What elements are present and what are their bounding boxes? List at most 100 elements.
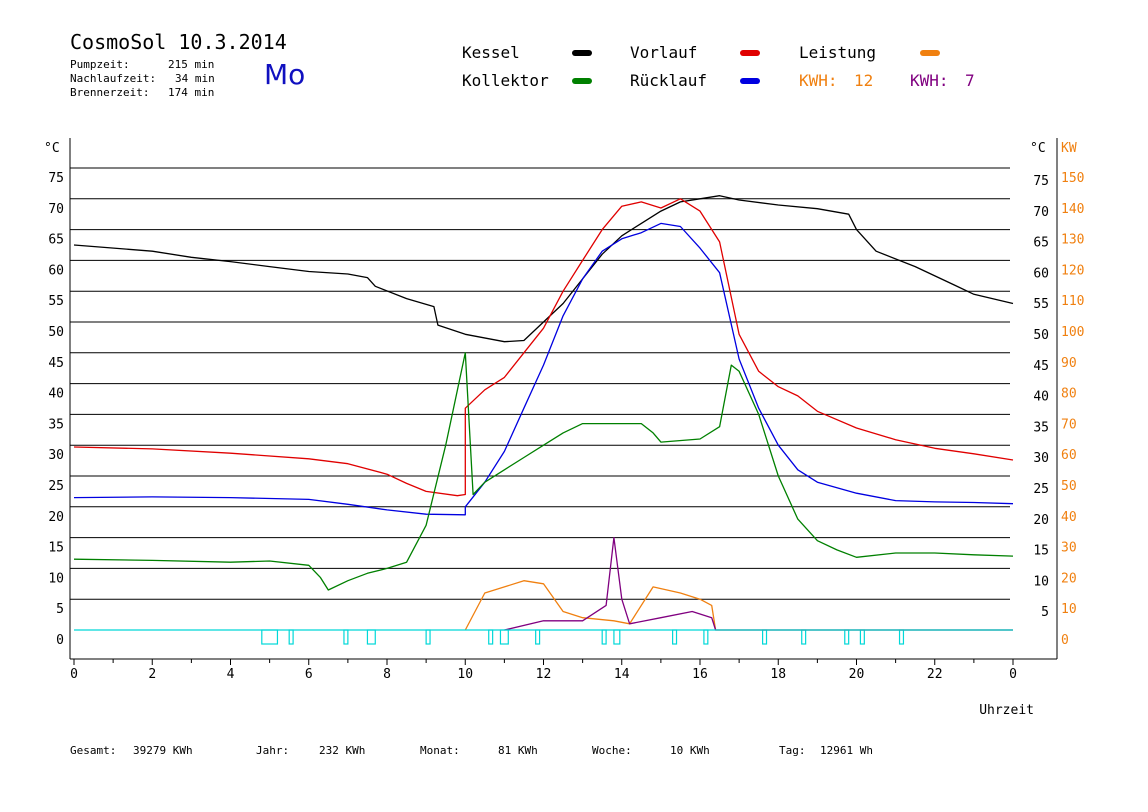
kwh-value-1: 12 bbox=[854, 71, 874, 90]
y-tick-label-right: 70 bbox=[1033, 205, 1049, 220]
temperature-chart: °C °C KW0510152025303540455055606570755101… bbox=[44, 138, 1084, 718]
stat-nachlaufzeit-value: 34 min bbox=[175, 72, 215, 85]
y-tick-label-right: 25 bbox=[1033, 482, 1049, 497]
kw-tick-label: 10 bbox=[1061, 602, 1077, 617]
kw-tick-label: 150 bbox=[1061, 171, 1084, 186]
y-tick-label-right: 50 bbox=[1033, 328, 1049, 343]
kw-tick-label: 120 bbox=[1061, 263, 1084, 278]
x-tick-label: 6 bbox=[305, 667, 313, 682]
y-unit-left: °C bbox=[44, 141, 60, 156]
series-line-r-cklauf bbox=[73, 222, 1014, 516]
pump-block bbox=[499, 629, 509, 645]
y-tick-label: 25 bbox=[48, 479, 64, 494]
legend-label-kollektor: Kollektor bbox=[462, 71, 549, 90]
pump-block bbox=[703, 629, 709, 645]
pump-block bbox=[761, 629, 768, 645]
legend-swatch-kessel bbox=[572, 50, 592, 56]
series-line-leistung bbox=[464, 580, 1013, 631]
pump-block bbox=[898, 629, 905, 645]
legend-swatch-vorlauf bbox=[740, 50, 760, 56]
x-tick-label: 22 bbox=[927, 667, 943, 682]
y-tick-label: 50 bbox=[48, 325, 64, 340]
x-tick-label: 8 bbox=[383, 667, 391, 682]
legend-label-vorlauf: Vorlauf bbox=[630, 43, 698, 62]
y-tick-label-right: 45 bbox=[1033, 359, 1049, 374]
kw-tick-label: 110 bbox=[1061, 294, 1084, 309]
pump-block bbox=[261, 629, 279, 645]
kw-tick-label: 20 bbox=[1061, 571, 1077, 586]
series-line-kessel bbox=[73, 195, 1014, 343]
kw-tick-label: 70 bbox=[1061, 417, 1077, 432]
y-tick-label: 10 bbox=[48, 571, 64, 586]
kw-tick-label: 130 bbox=[1061, 233, 1084, 248]
y-tick-label: 75 bbox=[48, 171, 64, 186]
y-tick-label-right: 10 bbox=[1033, 574, 1049, 589]
y-tick-label: 60 bbox=[48, 263, 64, 278]
legend-swatch-leistung bbox=[920, 50, 940, 56]
y-tick-label: 40 bbox=[48, 387, 64, 402]
pump-block bbox=[672, 629, 678, 645]
pump-block bbox=[601, 629, 607, 645]
y-tick-label-right: 60 bbox=[1033, 266, 1049, 281]
y-tick-label: 35 bbox=[48, 417, 64, 432]
legend-label-leistung: Leistung bbox=[799, 43, 877, 62]
footer-tag-label: Tag: bbox=[779, 744, 806, 757]
stat-brennerzeit-label: Brennerzeit: bbox=[70, 86, 150, 99]
legend-swatch-kollektor bbox=[572, 78, 592, 84]
y-tick-label-right: 30 bbox=[1033, 451, 1049, 466]
series-line-vorlauf bbox=[73, 198, 1014, 497]
kw-tick-label: 140 bbox=[1061, 202, 1084, 217]
pump-block bbox=[801, 629, 807, 645]
footer-gesamt-label: Gesamt: bbox=[70, 744, 117, 757]
footer-tag-value: 12961 Wh bbox=[820, 744, 873, 757]
stat-pumpzeit-value: 215 min bbox=[168, 58, 215, 71]
kw-tick-label: 60 bbox=[1061, 448, 1077, 463]
y-tick-label-right: 65 bbox=[1033, 236, 1049, 251]
y-tick-label: 65 bbox=[48, 233, 64, 248]
kwh-value-2: 7 bbox=[965, 71, 975, 90]
y-tick-label-right: 40 bbox=[1033, 390, 1049, 405]
legend-swatch-ruecklauf bbox=[740, 78, 760, 84]
y-tick-label: 30 bbox=[48, 448, 64, 463]
pump-block bbox=[343, 629, 349, 645]
footer-woche-label: Woche: bbox=[592, 744, 632, 757]
x-tick-label: 14 bbox=[614, 667, 630, 682]
x-tick-label: 16 bbox=[692, 667, 708, 682]
legend-label-ruecklauf: Rücklauf bbox=[630, 71, 708, 90]
pump-block bbox=[288, 629, 294, 645]
kwh-label-2: KWH: bbox=[910, 71, 949, 90]
x-tick-label: 18 bbox=[770, 667, 786, 682]
y-tick-label-right: 5 bbox=[1041, 605, 1049, 620]
kw-tick-label: 80 bbox=[1061, 387, 1077, 402]
y-unit-right: °C bbox=[1030, 141, 1046, 156]
y-tick-label-right: 55 bbox=[1033, 297, 1049, 312]
pump-block bbox=[488, 629, 494, 645]
x-axis-label: Uhrzeit bbox=[979, 703, 1034, 718]
y-tick-label: 5 bbox=[56, 602, 64, 617]
pump-block bbox=[366, 629, 376, 645]
y-unit-kw: KW bbox=[1061, 141, 1077, 156]
chart-title: CosmoSol 10.3.2014 bbox=[70, 30, 287, 54]
x-tick-label: 2 bbox=[148, 667, 156, 682]
y-tick-label: 70 bbox=[48, 202, 64, 217]
kw-tick-label: 40 bbox=[1061, 510, 1077, 525]
y-tick-label-right: 15 bbox=[1033, 544, 1049, 559]
legend-label-kessel: Kessel bbox=[462, 43, 520, 62]
kw-tick-label: 90 bbox=[1061, 356, 1077, 371]
kwh-label-1: KWH: bbox=[799, 71, 838, 90]
footer-jahr-label: Jahr: bbox=[256, 744, 290, 757]
pump-block bbox=[535, 629, 541, 645]
footer-monat-value: 81 KWh bbox=[498, 744, 538, 757]
x-tick-label: 0 bbox=[70, 667, 78, 682]
pump-block bbox=[613, 629, 621, 645]
footer-jahr-value: 232 KWh bbox=[319, 744, 366, 757]
y-tick-label: 0 bbox=[56, 633, 64, 648]
x-tick-label: 12 bbox=[536, 667, 552, 682]
kw-tick-label: 30 bbox=[1061, 541, 1077, 556]
y-tick-label-right: 35 bbox=[1033, 420, 1049, 435]
footer-woche-value: 10 KWh bbox=[670, 744, 710, 757]
weekday-label: Mo bbox=[264, 58, 306, 91]
kw-tick-label: 0 bbox=[1061, 633, 1069, 648]
stat-nachlaufzeit-label: Nachlaufzeit: bbox=[70, 72, 157, 85]
kw-tick-label: 50 bbox=[1061, 479, 1077, 494]
